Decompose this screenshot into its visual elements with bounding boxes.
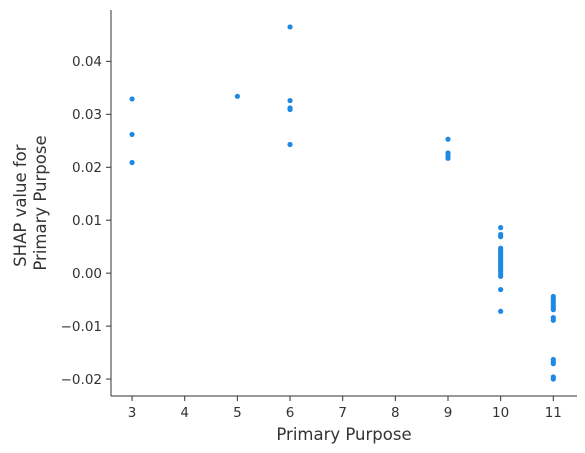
data-point (129, 159, 135, 166)
data-point (445, 136, 451, 142)
data-point (498, 234, 504, 240)
y-axis-title-line-1: SHAP value for (11, 144, 30, 267)
x-tick-label: 10 (492, 405, 509, 421)
data-point (550, 307, 556, 313)
data-point (234, 93, 240, 99)
data-point (445, 155, 451, 161)
y-tick-label: −0.02 (61, 372, 102, 388)
data-point (287, 24, 293, 30)
data-point (550, 317, 556, 323)
y-tick-label: 0.02 (72, 160, 102, 176)
y-axis-title-line-2: Primary Purpose (31, 135, 50, 270)
y-tick-label: −0.01 (61, 319, 102, 335)
data-point (550, 361, 556, 367)
x-tick-label: 3 (128, 405, 137, 421)
data-point (287, 141, 293, 148)
y-axis-title: SHAP value for Primary Purpose (11, 135, 50, 270)
x-axis-ticks: 3 4 5 6 7 8 9 10 11 (128, 396, 562, 421)
y-tick-label: 0.04 (72, 54, 102, 70)
x-axis-title: Primary Purpose (276, 425, 411, 444)
data-point (287, 106, 293, 113)
data-point (550, 376, 556, 382)
data-point (498, 225, 504, 231)
x-tick-label: 7 (338, 405, 347, 421)
x-tick-label: 8 (391, 405, 400, 421)
x-tick-label: 11 (545, 405, 562, 421)
x-tick-label: 6 (286, 405, 295, 421)
data-point (129, 131, 135, 138)
y-tick-label: 0.00 (72, 266, 102, 282)
data-point (498, 273, 504, 279)
data-point (287, 97, 293, 104)
data-point (498, 308, 504, 314)
y-axis-ticks: −0.02 −0.01 0.00 0.01 0.02 0.03 0.04 (61, 54, 111, 388)
x-tick-label: 4 (180, 405, 189, 421)
y-tick-label: 0.03 (72, 107, 102, 123)
points-layer (129, 24, 556, 382)
data-point (498, 286, 504, 293)
x-tick-label: 5 (233, 405, 242, 421)
x-tick-label: 9 (444, 405, 453, 421)
data-point (129, 96, 135, 102)
y-tick-label: 0.01 (72, 213, 102, 229)
